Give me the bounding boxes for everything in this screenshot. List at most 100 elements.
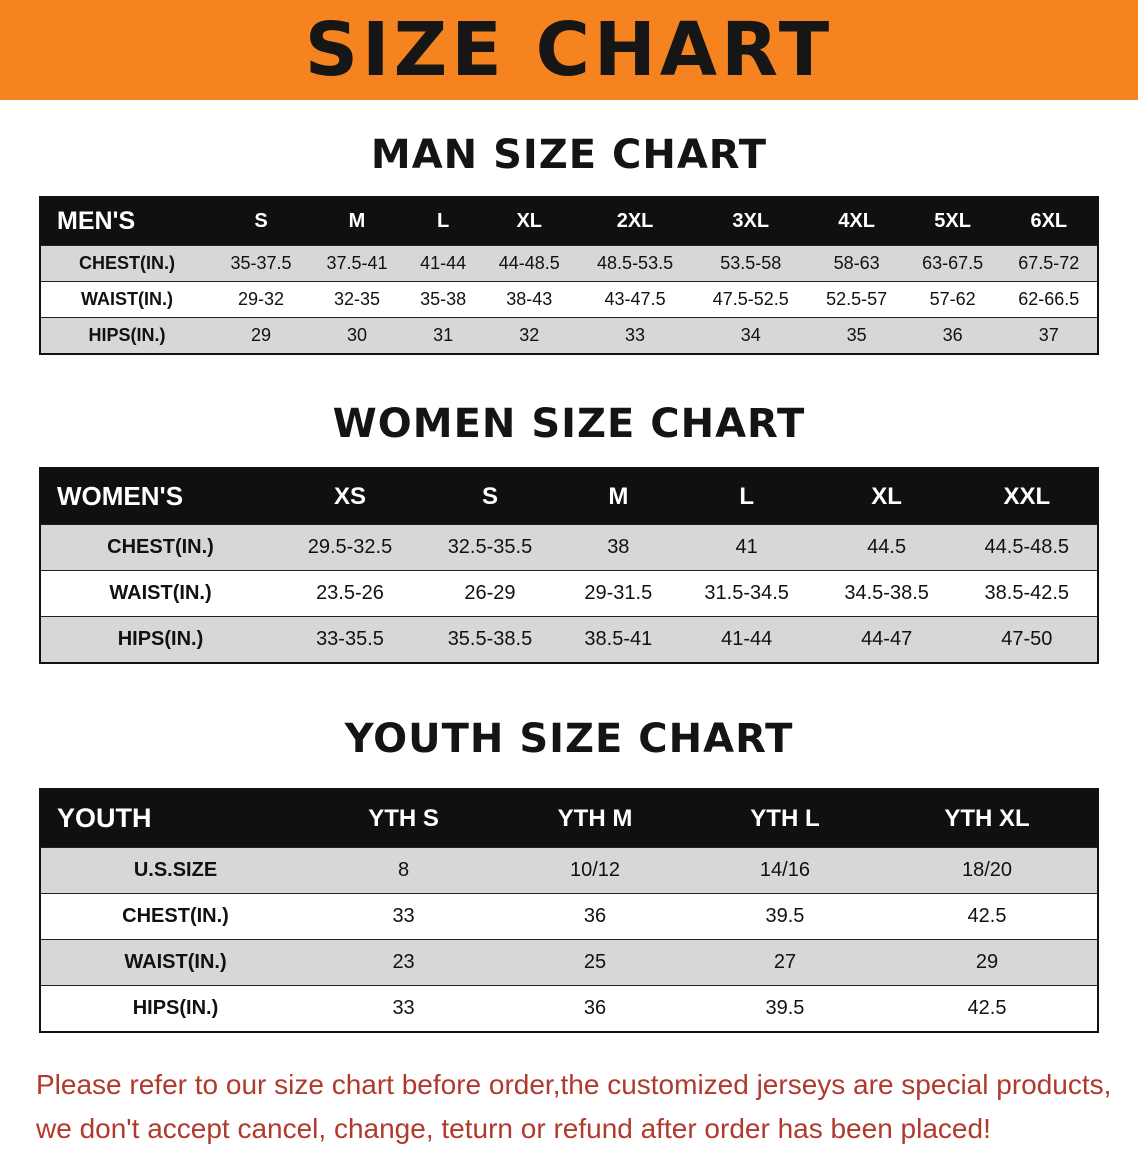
measurement-value-cell: 26-29 [419, 570, 560, 617]
size-column-header: YTH M [497, 788, 693, 848]
measurement-value-cell: 35-38 [404, 281, 482, 318]
women-size-table: WOMEN'S XS S M L XL XXL CHEST(IN.) 29.5-32.5 32.5… [39, 467, 1099, 664]
size-column-header: M [559, 467, 677, 525]
measurement-value-cell: 8 [310, 847, 498, 894]
youth-size-table: YOUTH YTH S YTH M YTH L YTH XL U.S.SIZE 8 10/12… [39, 788, 1099, 1033]
table-header-row: WOMEN'S XS S M L XL XXL [40, 467, 1098, 525]
disclaimer-text: Please refer to our size chart before or… [36, 1063, 1118, 1151]
size-chart-banner: SIZE CHART [0, 0, 1138, 100]
measurement-label-cell: WAIST(IN.) [40, 281, 213, 318]
measurement-value-cell: 36 [497, 985, 693, 1033]
men-size-table: MEN'S S M L XL 2XL 3XL 4XL 5XL 6XL CHEST(IN.) 35-37… [39, 196, 1099, 355]
table-row: CHEST(IN.) 29.5-32.5 32.5-35.5 38 41 44.5 44.5… [40, 524, 1098, 571]
measurement-value-cell: 44-47 [816, 616, 957, 664]
youth-section-title: YOUTH SIZE CHART [344, 716, 794, 762]
table-title-cell: YOUTH [40, 788, 310, 848]
measurement-label-cell: U.S.SIZE [40, 847, 310, 894]
measurement-value-cell: 35.5-38.5 [419, 616, 560, 664]
measurement-value-cell: 29.5-32.5 [280, 524, 420, 571]
measurement-value-cell: 58-63 [808, 245, 905, 282]
measurement-value-cell: 33 [577, 317, 693, 355]
measurement-value-cell: 41-44 [404, 245, 482, 282]
size-column-header: XXL [956, 467, 1098, 525]
table-title-cell: MEN'S [40, 196, 213, 246]
measurement-value-cell: 34.5-38.5 [816, 570, 957, 617]
table-title-cell: WOMEN'S [40, 467, 280, 525]
size-column-header: L [404, 196, 482, 246]
measurement-value-cell: 31.5-34.5 [676, 570, 817, 617]
table-row: HIPS(IN.) 33 36 39.5 42.5 [40, 985, 1098, 1033]
measurement-value-cell: 36 [497, 893, 693, 940]
men-section-title: MAN SIZE CHART [370, 132, 768, 178]
measurement-value-cell: 37.5-41 [308, 245, 405, 282]
measurement-value-cell: 31 [404, 317, 482, 355]
measurement-value-cell: 25 [497, 939, 693, 986]
measurement-value-cell: 27 [692, 939, 878, 986]
measurement-value-cell: 42.5 [877, 985, 1098, 1033]
measurement-value-cell: 37 [1000, 317, 1098, 355]
measurement-label-cell: CHEST(IN.) [40, 524, 280, 571]
measurement-value-cell: 35-37.5 [213, 245, 309, 282]
table-header-row: MEN'S S M L XL 2XL 3XL 4XL 5XL 6XL [40, 196, 1098, 246]
table-row: HIPS(IN.) 33-35.5 35.5-38.5 38.5-41 41-44 44-… [40, 616, 1098, 664]
size-column-header: 4XL [808, 196, 905, 246]
size-column-header: XL [816, 467, 957, 525]
measurement-value-cell: 44-48.5 [481, 245, 578, 282]
measurement-value-cell: 48.5-53.5 [577, 245, 693, 282]
size-column-header: YTH S [310, 788, 498, 848]
disclaimer-line2: we don't accept cancel, change, teturn o… [36, 1113, 991, 1145]
measurement-value-cell: 29-31.5 [559, 570, 677, 617]
measurement-value-cell: 35 [808, 317, 905, 355]
measurement-value-cell: 30 [308, 317, 405, 355]
measurement-value-cell: 52.5-57 [808, 281, 905, 318]
measurement-value-cell: 62-66.5 [1000, 281, 1098, 318]
size-column-header: L [676, 467, 817, 525]
measurement-value-cell: 29-32 [213, 281, 309, 318]
measurement-value-cell: 57-62 [904, 281, 1001, 318]
measurement-value-cell: 39.5 [692, 985, 878, 1033]
measurement-value-cell: 42.5 [877, 893, 1098, 940]
measurement-value-cell: 36 [904, 317, 1001, 355]
size-column-header: XL [481, 196, 578, 246]
measurement-label-cell: CHEST(IN.) [40, 245, 213, 282]
banner-title: SIZE CHART [304, 7, 834, 93]
size-column-header: 2XL [577, 196, 693, 246]
measurement-value-cell: 41-44 [676, 616, 817, 664]
table-row: CHEST(IN.) 35-37.5 37.5-41 41-44 44-48.5 48.5… [40, 245, 1098, 282]
size-column-header: 3XL [692, 196, 809, 246]
measurement-value-cell: 18/20 [877, 847, 1098, 894]
women-section-title: WOMEN SIZE CHART [332, 401, 806, 447]
measurement-value-cell: 33 [310, 985, 498, 1033]
measurement-value-cell: 34 [692, 317, 809, 355]
measurement-label-cell: WAIST(IN.) [40, 570, 280, 617]
measurement-value-cell: 33 [310, 893, 498, 940]
measurement-label-cell: HIPS(IN.) [40, 985, 310, 1033]
table-row: WAIST(IN.) 23 25 27 29 [40, 939, 1098, 986]
size-column-header: M [308, 196, 405, 246]
measurement-label-cell: CHEST(IN.) [40, 893, 310, 940]
measurement-value-cell: 44.5-48.5 [956, 524, 1098, 571]
measurement-value-cell: 47-50 [956, 616, 1098, 664]
measurement-value-cell: 47.5-52.5 [692, 281, 809, 318]
measurement-label-cell: HIPS(IN.) [40, 317, 213, 355]
measurement-value-cell: 33-35.5 [280, 616, 420, 664]
disclaimer-line1: Please refer to our size chart before or… [36, 1069, 1112, 1100]
measurement-value-cell: 10/12 [497, 847, 693, 894]
measurement-value-cell: 38.5-42.5 [956, 570, 1098, 617]
measurement-value-cell: 38-43 [481, 281, 578, 318]
measurement-value-cell: 41 [676, 524, 817, 571]
size-column-header: S [419, 467, 560, 525]
size-column-header: S [213, 196, 309, 246]
measurement-value-cell: 43-47.5 [577, 281, 693, 318]
measurement-value-cell: 32 [481, 317, 578, 355]
table-row: WAIST(IN.) 29-32 32-35 35-38 38-43 43-47.5 47.… [40, 281, 1098, 318]
measurement-value-cell: 63-67.5 [904, 245, 1001, 282]
measurement-label-cell: WAIST(IN.) [40, 939, 310, 986]
measurement-value-cell: 29 [877, 939, 1098, 986]
measurement-value-cell: 32-35 [308, 281, 405, 318]
table-row: CHEST(IN.) 33 36 39.5 42.5 [40, 893, 1098, 940]
measurement-value-cell: 38.5-41 [559, 616, 677, 664]
table-row: HIPS(IN.) 29 30 31 32 33 34 35 36 37 [40, 317, 1098, 355]
measurement-value-cell: 23 [310, 939, 498, 986]
size-column-header: YTH XL [877, 788, 1098, 848]
